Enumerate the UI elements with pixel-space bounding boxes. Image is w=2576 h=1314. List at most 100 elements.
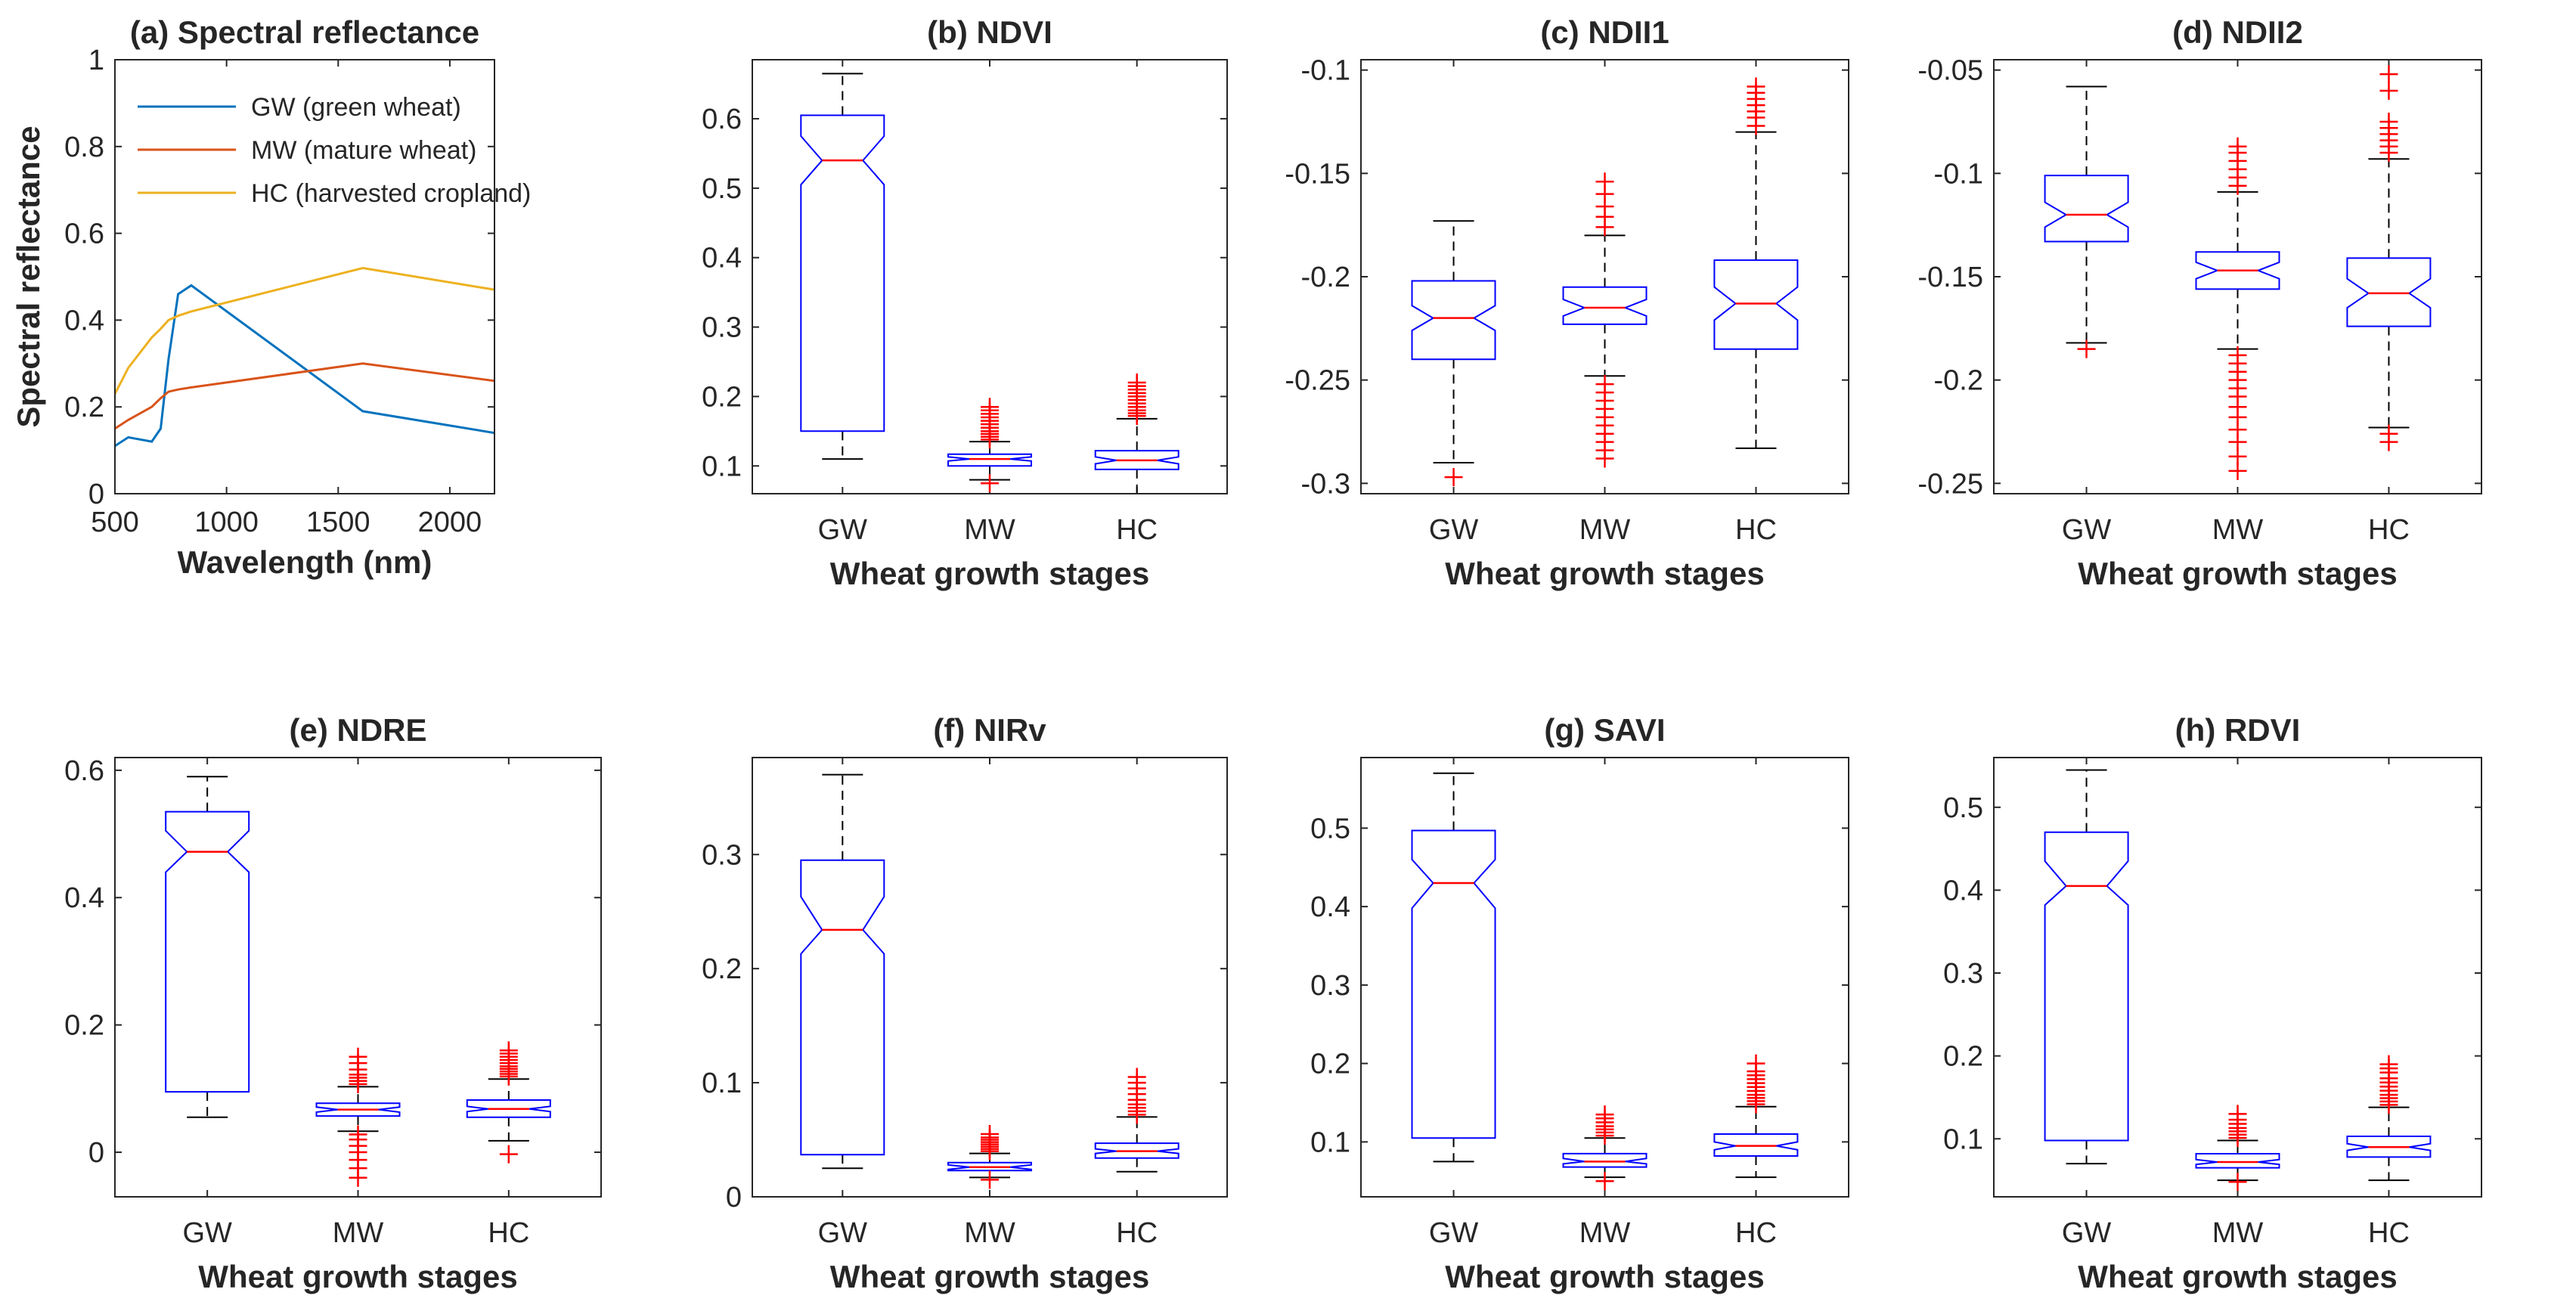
y-tick-label: -0.3 — [1301, 468, 1350, 500]
box-gw — [1411, 220, 1496, 487]
y-tick-label: -0.05 — [1917, 55, 1983, 87]
box-body — [1562, 1152, 1648, 1168]
y-tick-label: 0.4 — [702, 243, 742, 274]
box-body — [315, 1102, 401, 1117]
x-tick-label: MW — [2212, 514, 2264, 546]
outlier-marker — [981, 1125, 999, 1143]
x-tick-label: 1500 — [306, 507, 370, 538]
axes-frame — [1993, 59, 2482, 494]
x-axis-label: Wheat growth stages — [830, 556, 1149, 591]
box-mw — [2195, 137, 2280, 480]
y-tick-label: 0.4 — [64, 882, 104, 914]
series-line-3 — [115, 266, 494, 395]
y-tick-label: 0.4 — [64, 305, 104, 336]
panel-title: (d) NDII2 — [2172, 14, 2303, 50]
box-body — [2346, 1136, 2432, 1158]
x-tick-label: 500 — [91, 507, 138, 538]
box-hc — [1713, 1054, 1799, 1179]
axes-frame — [752, 757, 1228, 1198]
box-hc — [2346, 1055, 2432, 1182]
y-tick-label: 0.2 — [64, 1010, 104, 1042]
series-line-2 — [115, 362, 494, 430]
x-tick-label: GW — [2062, 1217, 2112, 1249]
y-tick-label: 0.1 — [1943, 1123, 1983, 1155]
outlier-marker — [1595, 449, 1614, 468]
outlier-marker — [981, 398, 999, 417]
y-tick-label: -0.25 — [1917, 468, 1983, 500]
y-tick-label: -0.15 — [1917, 262, 1983, 293]
y-tick-label: -0.1 — [1301, 55, 1350, 87]
outlier-marker — [1127, 1068, 1146, 1086]
y-tick-label: 0.4 — [1310, 891, 1350, 923]
y-tick-label: 0.1 — [702, 1068, 742, 1099]
outlier-marker — [1747, 1054, 1765, 1073]
panel-title: (e) NDRE — [289, 712, 426, 748]
box-body — [2195, 251, 2280, 290]
x-tick-label: MW — [2212, 1217, 2264, 1249]
panel-c: (c) NDII1 -0.3 -0.25 -0.2 -0.15 -0.1 GW MW HC Whe… — [1285, 14, 1849, 591]
x-axis-label: Wavelength (nm) — [178, 544, 432, 580]
x-axis-label: Wheat growth stages — [2078, 556, 2397, 591]
box-gw — [165, 776, 250, 1118]
outlier-marker — [2228, 1173, 2247, 1192]
axes-frame — [1360, 59, 1849, 494]
outlier-marker — [2379, 1055, 2398, 1074]
x-tick-label: HC — [1116, 514, 1158, 546]
x-tick-label: MW — [1579, 1217, 1631, 1249]
outlier-marker — [2228, 1105, 2247, 1123]
y-tick-label: 0.8 — [64, 132, 104, 163]
x-tick-label: HC — [1735, 1217, 1777, 1249]
box-hc — [2346, 65, 2432, 451]
y-tick-label: 0.3 — [702, 312, 742, 344]
outlier-marker — [2228, 461, 2247, 480]
x-tick-label: HC — [1116, 1217, 1158, 1249]
outlier-marker — [981, 474, 999, 493]
panel-d: (d) NDII2 -0.25 -0.2 -0.15 -0.1 -0.05 GW MW HC Wh… — [1917, 14, 2482, 591]
y-tick-label: 0.1 — [1310, 1127, 1350, 1158]
y-tick-label: 0.6 — [702, 104, 742, 135]
panel-h: (h) RDVI 0.1 0.2 0.3 0.4 0.5 GW MW HC Wheat growt… — [1943, 712, 2482, 1294]
box-mw — [315, 1047, 401, 1187]
outlier-marker — [2379, 82, 2398, 100]
panel-g: (g) SAVI 0.1 0.2 0.3 0.4 0.5 GW MW HC Wheat growt… — [1310, 712, 1849, 1294]
outlier-marker — [1747, 77, 1765, 96]
x-tick-label: MW — [1579, 514, 1631, 546]
x-tick-label: 2000 — [418, 507, 482, 538]
x-tick-label: GW — [1429, 1217, 1479, 1249]
panel-e: (e) NDRE 0 0.2 0.4 0.6 GW MW HC Wheat growth sta… — [64, 712, 602, 1294]
x-tick-label: GW — [818, 1217, 868, 1249]
box-body — [466, 1099, 551, 1118]
outlier-marker — [2379, 432, 2398, 451]
axes-frame — [1993, 757, 2482, 1198]
y-tick-label: -0.25 — [1285, 365, 1350, 397]
legend-label: HC (harvested cropland) — [251, 179, 531, 208]
x-tick-label: MW — [333, 1217, 384, 1249]
box-body — [800, 114, 885, 432]
x-axis-label: Wheat growth stages — [1445, 1259, 1764, 1294]
y-tick-label: 0.5 — [1310, 813, 1350, 844]
x-tick-label: GW — [2062, 514, 2112, 546]
x-tick-label: HC — [2368, 514, 2410, 546]
x-axis-label: Wheat growth stages — [2078, 1259, 2397, 1294]
box-body — [1411, 829, 1496, 1139]
box-body — [800, 859, 885, 1156]
box-mw — [947, 1125, 1032, 1189]
box-body — [2346, 257, 2432, 327]
y-tick-label: -0.2 — [1934, 365, 1983, 397]
x-tick-label: GW — [1429, 514, 1479, 546]
box-body — [1094, 450, 1180, 470]
axes-frame — [752, 59, 1228, 494]
box-hc — [1094, 373, 1180, 494]
outlier-marker — [2077, 339, 2096, 358]
outlier-marker — [2228, 137, 2247, 156]
outlier-marker — [349, 1168, 367, 1187]
y-tick-label: 0.2 — [702, 381, 742, 413]
x-axis-label: Wheat growth stages — [198, 1259, 517, 1294]
box-body — [165, 810, 250, 1093]
series-line-1 — [115, 284, 494, 448]
y-tick-label: 0.3 — [702, 839, 742, 871]
y-tick-label: -0.1 — [1934, 158, 1983, 190]
box-gw — [800, 73, 885, 460]
outlier-marker — [1595, 1172, 1614, 1191]
box-body — [2044, 175, 2129, 243]
